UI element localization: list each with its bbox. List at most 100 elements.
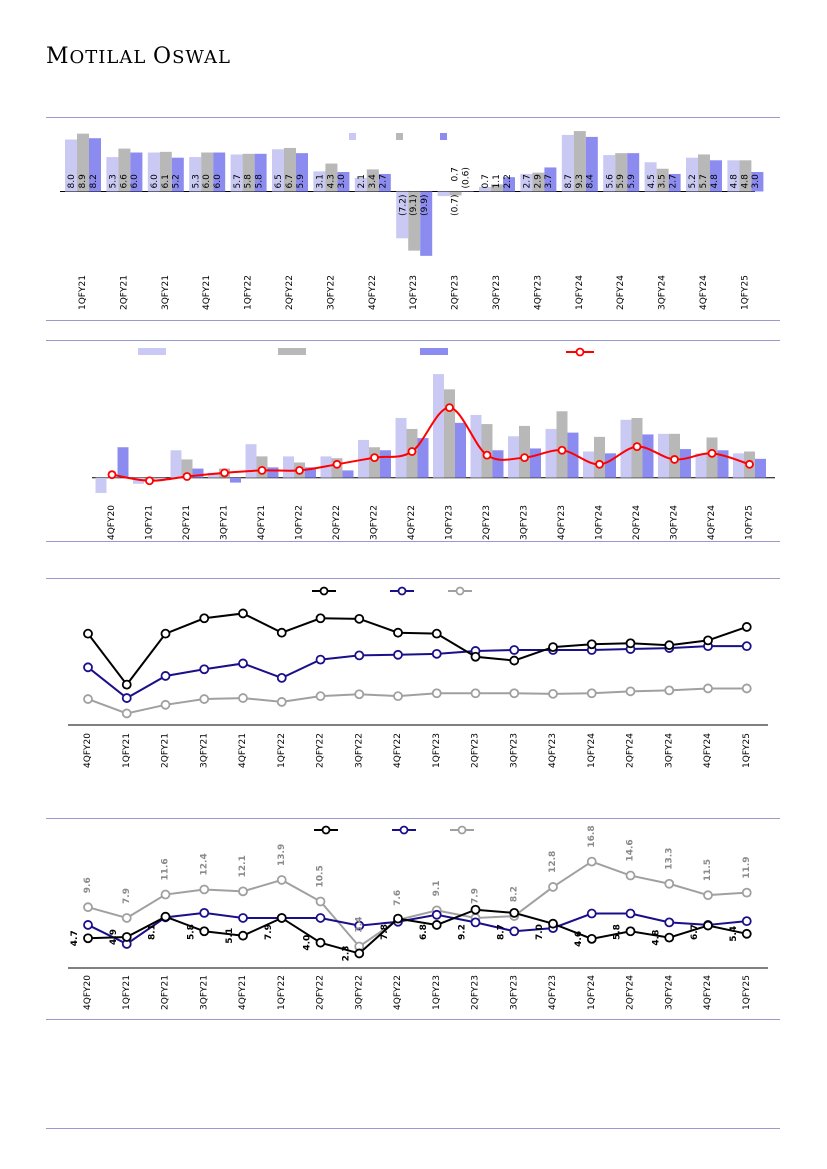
chart1-bar <box>491 184 503 192</box>
chart2-bar <box>433 374 444 478</box>
chart1-data-label: 5.6 <box>605 174 615 189</box>
chart3-series-point <box>315 654 326 665</box>
rule-bottom-chart4 <box>46 1019 780 1020</box>
chart3-series-line <box>87 645 747 700</box>
chart1-bar <box>420 191 433 256</box>
chart4-series-point <box>625 926 636 937</box>
rule-bottom-chart2 <box>46 541 780 542</box>
chart1-bar <box>272 149 284 192</box>
chart4-series-point <box>548 882 558 892</box>
chart1-bar <box>201 152 214 192</box>
chart1-bar <box>561 134 574 192</box>
chart3-series-point <box>625 686 636 697</box>
chart4-data-label-grey: 7.9 <box>471 888 481 904</box>
legend-marker <box>397 586 407 596</box>
chart1-bar <box>437 191 450 197</box>
chart3-series-point <box>199 664 210 675</box>
brand-rest-2: SWAL <box>172 47 231 68</box>
chart1-data-label: 6.0 <box>130 174 140 189</box>
chart4-series-point <box>199 926 210 937</box>
chart2-x-tick-label: 1QFY23 <box>445 505 455 540</box>
chart4-x-tick-label: 2QFY22 <box>316 975 326 1010</box>
chart2-red-point <box>745 459 754 469</box>
chart4-data-label-black: 5.8 <box>613 924 623 940</box>
chart1-data-label: 5.3 <box>109 174 119 188</box>
chart4-data-label-black: 7.9 <box>264 924 274 940</box>
chart4-series-point <box>238 913 248 923</box>
chart4-data-label-black: 5.4 <box>729 926 739 942</box>
chart4-x-tick-label: 2QFY23 <box>471 975 481 1010</box>
chart3-series-point <box>315 691 326 702</box>
chart1-data-label: (0.6) <box>461 167 471 188</box>
chart3-series-point <box>393 649 403 660</box>
chart1-data-label: 3.1 <box>316 174 326 188</box>
chart1-data-label: 3.4 <box>368 174 378 189</box>
chart2-bar <box>283 456 294 478</box>
chart2-x-tick-label: 2QFY21 <box>182 505 192 540</box>
chart1-data-label: 2.1 <box>357 174 367 188</box>
chart4-data-label-grey: 12.1 <box>238 855 248 877</box>
chart2-x-tick-label: 3QFY22 <box>370 505 380 540</box>
chart2-bar <box>342 470 354 478</box>
chart1-data-label: 6.5 <box>274 174 284 188</box>
chart1-data-label: (9.9) <box>420 195 430 216</box>
chart1-data-label: 5.9 <box>296 174 306 189</box>
chart1-data-label: 9.3 <box>575 174 585 188</box>
chart3-series-point <box>431 648 442 659</box>
chart4-data-label-black: 5.1 <box>225 928 235 944</box>
chart3-series-point <box>276 697 287 707</box>
chart2-red-point <box>482 450 492 460</box>
chart4-data-label-black: 6.7 <box>690 924 700 940</box>
chart2-x-tick-label: 2QFY24 <box>632 505 642 540</box>
chart1-bar <box>573 131 586 192</box>
chart1-data-label: 5.9 <box>616 174 626 189</box>
chart2-bar <box>170 450 182 478</box>
chart1-x-tick-label: 3QFY21 <box>161 275 171 310</box>
chart3-series-point <box>199 694 210 704</box>
chart4-series-point <box>238 886 248 897</box>
chart3-series-point <box>703 683 713 694</box>
legend-swatch <box>349 133 356 140</box>
chart2-x-tick-label: 1QFY21 <box>145 505 155 540</box>
chart4-series-point <box>664 878 675 889</box>
chart1-data-label: 6.0 <box>202 174 212 189</box>
chart1-bar <box>378 173 391 192</box>
chart1-data-label: 5.3 <box>191 174 201 188</box>
chart4-data-label-grey: 12.4 <box>199 853 209 875</box>
chart1-bar <box>65 139 77 192</box>
chart3-series-point <box>238 658 248 669</box>
chart2-bar <box>605 453 616 478</box>
chart3-x-tick-label: 3QFY23 <box>509 733 519 768</box>
rule-top-chart4 <box>46 818 780 819</box>
chart4-series-point <box>741 916 752 927</box>
chart4-series-point <box>703 890 713 901</box>
chart4-x-tick-label: 3QFY22 <box>354 975 364 1010</box>
chart2-red-point <box>407 447 417 456</box>
chart1-data-label: 3.0 <box>751 174 761 189</box>
chart1-bar <box>479 186 491 192</box>
chart2-bar <box>417 438 429 478</box>
chart3-series-line <box>87 612 748 687</box>
chart4-series-point <box>199 908 210 918</box>
legend-swatch <box>396 133 403 140</box>
chart1-bar <box>147 152 160 192</box>
chart1-bar <box>77 133 89 192</box>
chart4-series-point <box>509 908 520 918</box>
chart4-data-label-black: 5.8 <box>186 924 196 940</box>
chart2-x-tick-label: 1QFY22 <box>295 505 305 540</box>
chart4-data-label-grey: 11.6 <box>161 858 171 880</box>
chart2-red-point <box>707 448 717 458</box>
chart4-series-point <box>664 917 675 928</box>
chart1-data-label: 5.8 <box>254 174 264 189</box>
chart2-bar <box>695 453 707 478</box>
chart4-series-point <box>276 875 287 885</box>
chart4-data-label-grey: 14.6 <box>626 839 636 861</box>
chart2-bar <box>545 428 557 478</box>
chart2-bar <box>530 448 541 478</box>
chart3-series-point <box>586 688 597 699</box>
chart4-series-point <box>625 870 636 881</box>
chart1-data-label: 2.7 <box>668 174 678 188</box>
chart4-series-point <box>393 913 403 924</box>
chart1-bar <box>686 157 698 192</box>
